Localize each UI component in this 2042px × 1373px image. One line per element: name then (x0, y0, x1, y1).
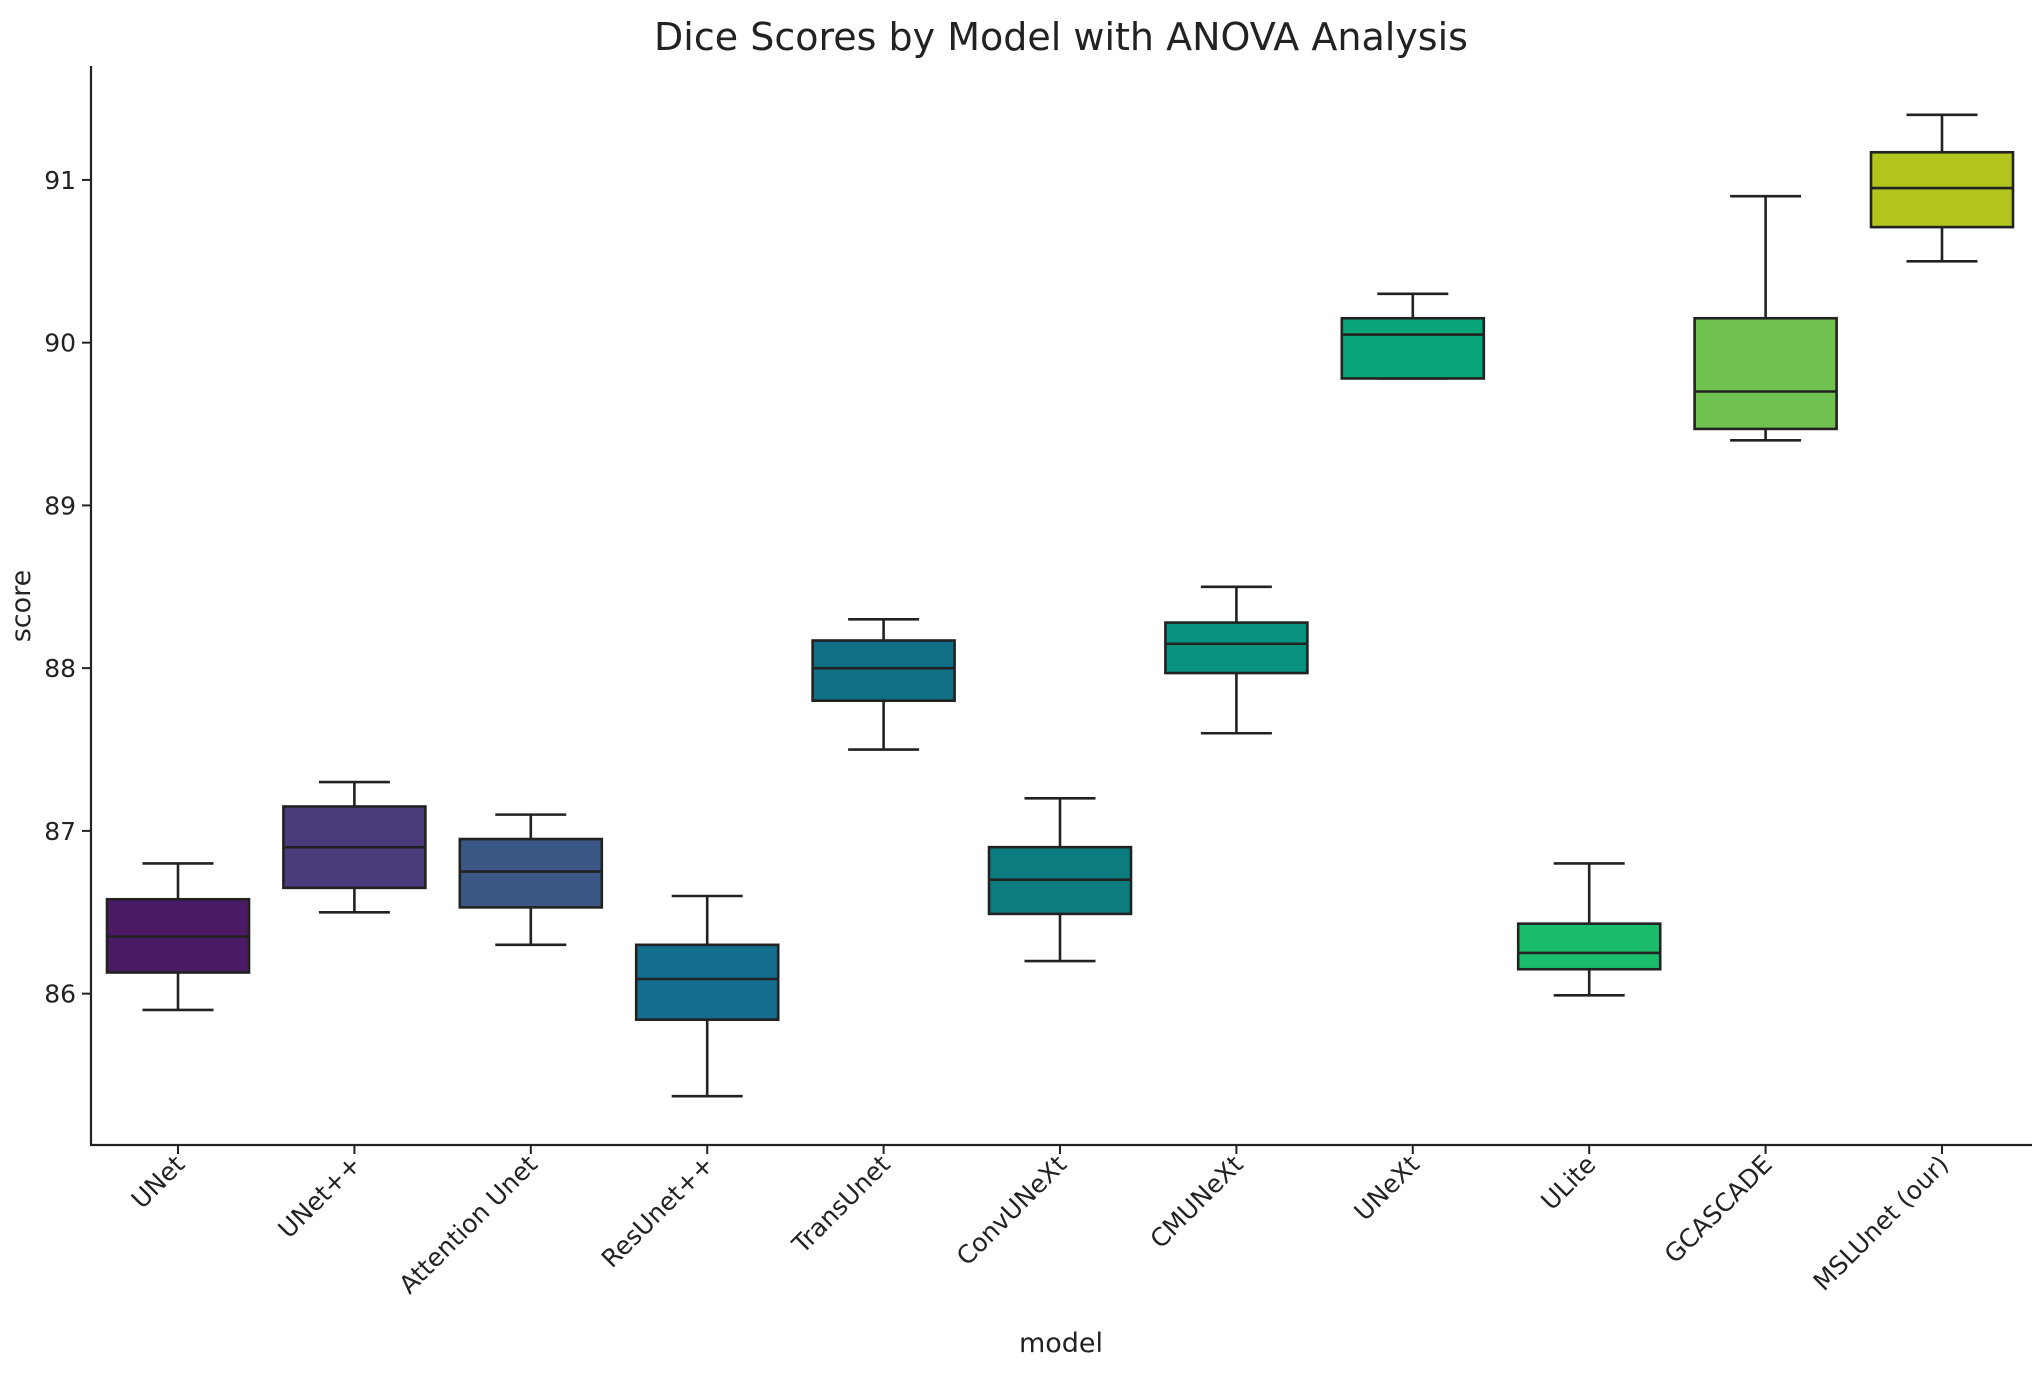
box-attention-unet (458, 813, 604, 947)
y-tick-label: 88 (44, 654, 76, 683)
x-tick-label: ResUnet++ (596, 1150, 720, 1274)
x-tick-label: TransUnet (786, 1150, 896, 1260)
box-resunet (634, 894, 780, 1098)
box-unet (105, 862, 251, 1012)
y-tick-label: 90 (44, 329, 76, 358)
box-gcascade (1693, 194, 1838, 442)
box-mslunet-our (1869, 113, 2015, 263)
box-ulite (1516, 862, 1662, 997)
x-tick-label: GCASCADE (1659, 1150, 1778, 1269)
iqr-box (1869, 150, 2015, 229)
box-transunet (811, 618, 956, 751)
x-tick-label: MSLUnet (our) (1808, 1150, 1955, 1297)
y-axis-label: score (6, 570, 37, 643)
x-tick-label: CMUNeXt (1144, 1150, 1248, 1254)
iqr-box (634, 943, 780, 1021)
y-tick-label: 86 (44, 980, 76, 1009)
box-cmunext (1164, 585, 1309, 735)
iqr-box (1693, 316, 1838, 431)
x-tick-label: ConvUNeXt (951, 1150, 1073, 1272)
x-tick-label: UNet++ (273, 1150, 367, 1244)
boxes (105, 113, 2015, 1098)
iqr-box (811, 639, 956, 703)
x-tick-label: ULite (1535, 1150, 1601, 1216)
x-tick-label: UNet (126, 1150, 191, 1215)
iqr-box (1340, 316, 1486, 380)
box-unext (1340, 292, 1486, 380)
iqr-box (1516, 922, 1662, 971)
chart-title: Dice Scores by Model with ANOVA Analysis (654, 15, 1468, 59)
box-convunext (987, 797, 1133, 963)
iqr-box (458, 837, 604, 909)
x-axis-label: model (1019, 1328, 1103, 1359)
y-tick-label: 91 (44, 166, 76, 195)
x-ticks: UNet UNet++ Attention Unet ResUnet++ TransUn… (126, 1145, 1954, 1299)
iqr-box (1164, 621, 1309, 675)
y-ticks: 86 87 88 89 90 91 (44, 166, 91, 1009)
box-unet (282, 780, 427, 914)
y-tick-label: 89 (44, 491, 76, 520)
x-tick-label: UNeXt (1348, 1150, 1425, 1227)
x-tick-label: Attention Unet (393, 1150, 543, 1300)
y-tick-label: 87 (44, 817, 76, 846)
